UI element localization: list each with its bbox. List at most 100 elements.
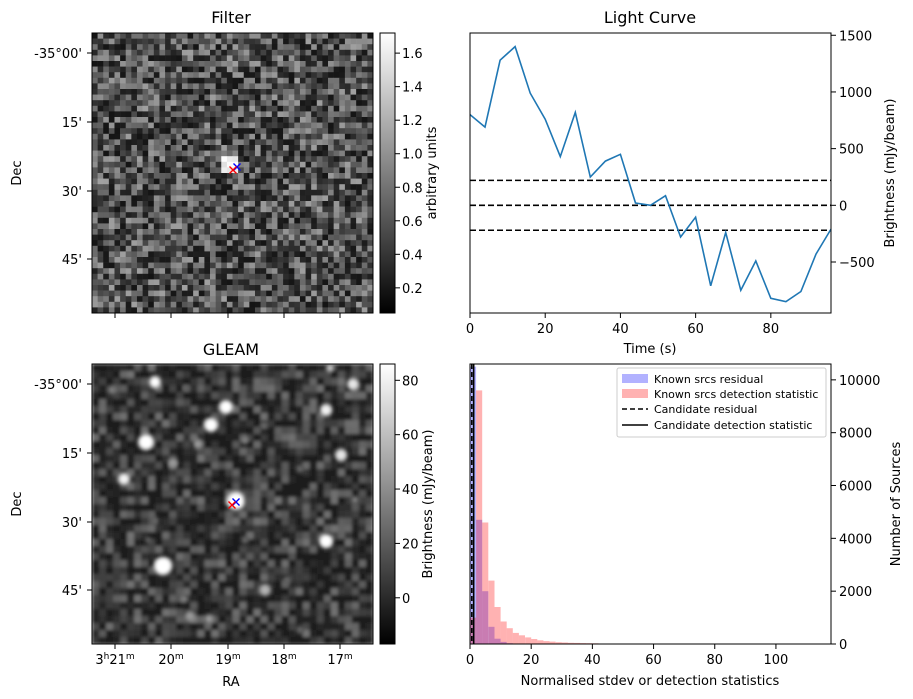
x-tick-label: 0 — [466, 653, 474, 668]
colorbar-tick-label: 1.2 — [402, 114, 423, 129]
lightcurve-xlabel: Time (s) — [623, 342, 677, 357]
lightcurve-series-line — [470, 45, 831, 303]
y-tick-label: 500 — [839, 143, 864, 158]
x-tick-label: 60 — [645, 653, 662, 668]
histogram-bar — [512, 632, 519, 644]
x-tick-label: 80 — [763, 322, 780, 337]
dec-tick-label: 30' — [62, 516, 82, 531]
gleam-image — [92, 364, 373, 644]
source-marker — [229, 166, 237, 174]
histogram-bar — [543, 641, 550, 644]
lightcurve-axis: 0 20 40 60 80 −500 0 500 1000 1500 — [466, 29, 875, 337]
histogram-bar — [525, 637, 532, 644]
histogram-bar — [549, 641, 556, 644]
histogram-frame — [469, 363, 832, 645]
gleam-colorbar — [380, 364, 395, 644]
histogram-panel: 0 20 40 60 80 100 0 2000 4000 6000 8000 10000 Norma… — [466, 363, 904, 689]
colorbar-tick-label: 0.2 — [402, 282, 423, 297]
y-tick-label: 0 — [839, 638, 847, 653]
ra-tick-label: 17m — [327, 652, 352, 668]
histogram-ylabel: Number of Sources — [889, 442, 904, 567]
histogram-bar — [482, 591, 489, 644]
gleam-xlabel: RA — [222, 675, 240, 690]
gleam-colorbar-frame — [379, 363, 396, 645]
filter-colorbar-ticks: 0.2 0.4 0.6 0.8 1.0 1.2 1.4 1.6 — [395, 47, 423, 297]
dec-tick-label: 45' — [62, 584, 82, 599]
gleam-ylabel: Dec — [10, 491, 25, 516]
colorbar-tick-label: 0.4 — [402, 248, 423, 263]
lightcurve-frame — [469, 32, 832, 314]
colorbar-tick-label: 20 — [402, 537, 419, 552]
histogram-bar — [500, 621, 507, 644]
histogram-bar — [537, 640, 544, 644]
filter-title: Filter — [211, 8, 251, 27]
histogram-bar — [574, 642, 581, 644]
histogram-bar — [488, 626, 495, 644]
legend-label-residual: Known srcs residual — [654, 373, 763, 386]
x-tick-label: 0 — [466, 322, 474, 337]
histogram-bar — [476, 390, 483, 644]
dec-tick-label: 15' — [62, 116, 82, 131]
filter-markers — [229, 163, 241, 174]
gleam-panel: GLEAM -35°00'15'30'45'3h21m 20m 19m 18m 17m … — [10, 340, 436, 690]
histogram-bar — [567, 642, 574, 644]
histogram-bar — [494, 607, 501, 644]
histogram-legend: Known srcs residual Known srcs detection… — [616, 367, 827, 438]
filter-colorbar-label: arbitrary units — [425, 126, 440, 219]
gleam-colorbar-ticks: 0 20 40 60 80 — [395, 374, 419, 607]
histogram-bar — [500, 641, 507, 644]
x-tick-label: 60 — [687, 322, 704, 337]
x-tick-label: 40 — [584, 653, 601, 668]
histogram-bar — [494, 638, 501, 644]
colorbar-tick-label: 1.0 — [402, 148, 423, 163]
colorbar-tick-label: 0.6 — [402, 215, 423, 230]
gleam-markers — [228, 498, 240, 509]
y-tick-label: 1500 — [839, 29, 872, 44]
histogram-bar — [555, 642, 562, 644]
histogram-bar — [488, 580, 495, 644]
filter-colorbar-frame — [379, 32, 396, 314]
colorbar-tick-label: 0 — [402, 592, 410, 607]
colorbar-tick-label: 40 — [402, 483, 419, 498]
filter-frame — [91, 32, 374, 314]
colorbar-tick-label: 1.6 — [402, 47, 423, 62]
y-tick-label: 6000 — [839, 480, 872, 495]
legend-label-detection: Known srcs detection statistic — [654, 388, 818, 401]
legend-swatch-residual — [622, 374, 648, 383]
colorbar-tick-label: 0.8 — [402, 181, 423, 196]
legend-swatch-detection — [622, 389, 648, 398]
x-tick-label: 80 — [706, 653, 723, 668]
x-tick-label: 20 — [537, 322, 554, 337]
x-tick-label: 40 — [612, 322, 629, 337]
ra-tick-label: 3h21m — [95, 652, 134, 668]
lightcurve-ylabel: Brightness (mJy/beam) — [883, 99, 898, 248]
colorbar-tick-label: 60 — [402, 429, 419, 444]
histogram-bar — [482, 522, 489, 644]
y-tick-label: 0 — [839, 199, 847, 214]
lightcurve-panel: Light Curve 0 20 40 60 80 −500 0 500 1000 1500 Ti… — [466, 8, 898, 357]
gleam-title: GLEAM — [203, 340, 259, 359]
x-tick-label: 100 — [764, 653, 789, 668]
y-tick-label: 8000 — [839, 427, 872, 442]
gleam-frame — [91, 363, 374, 645]
y-tick-label: −500 — [839, 256, 875, 271]
dec-tick-label: 15' — [62, 447, 82, 462]
legend-label-candidate-detection: Candidate detection statistic — [654, 419, 812, 432]
histogram-bar — [561, 642, 568, 644]
x-tick-label: 20 — [523, 653, 540, 668]
colorbar-tick-label: 80 — [402, 374, 419, 389]
histogram-xlabel: Normalised stdev or detection statistics — [521, 674, 780, 689]
filter-image — [92, 33, 373, 313]
ra-tick-label: 20m — [158, 652, 183, 668]
histogram-axis: 0 20 40 60 80 100 0 2000 4000 6000 8000 10000 — [466, 374, 881, 668]
dec-tick-label: 45' — [62, 253, 82, 268]
y-tick-label: 1000 — [839, 86, 872, 101]
filter-ylabel: Dec — [10, 160, 25, 185]
y-tick-label: 10000 — [839, 374, 880, 389]
colorbar-tick-label: 1.4 — [402, 81, 423, 96]
lightcurve-title: Light Curve — [604, 8, 696, 27]
histogram-bar — [506, 628, 513, 644]
histogram-bar — [518, 635, 525, 644]
filter-axis: -35°00' 15' 30' 45' — [34, 47, 341, 318]
